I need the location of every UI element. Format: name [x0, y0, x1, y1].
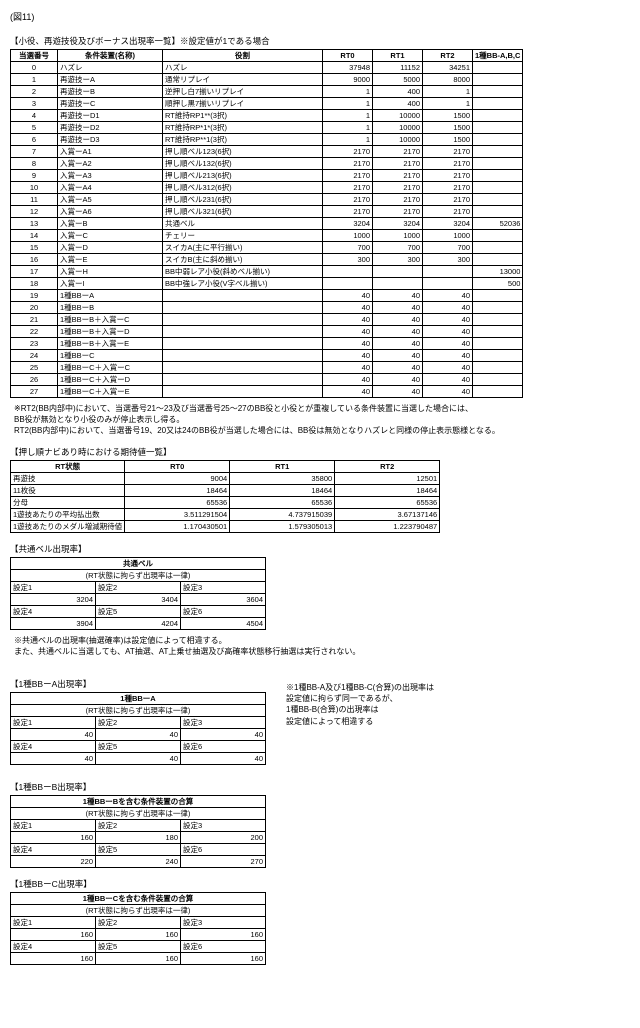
table-row: 271種BBーC＋入賞ーE404040: [11, 386, 523, 398]
bc-table: 1種BBーCを含む条件装置の合算(RT状態に拘らず出現率は一律)設定1設定2設定…: [10, 892, 266, 965]
table-row: 18入賞ーIBB中強レア小役(V字ベル揃い)500: [11, 278, 523, 290]
ev-title: 【押し順ナビあり時における期待値一覧】: [10, 446, 630, 458]
ba-table: 1種BBーA(RT状態に拘らず出現率は一律)設定1設定2設定3404040設定4…: [10, 692, 266, 765]
table-row: 12入賞ーA6押し順ベル321(6択)217021702170: [11, 206, 523, 218]
table-row: 16入賞ーEスイカB(主に斜め揃い)300300300: [11, 254, 523, 266]
table-row: 10入賞ーA4押し順ベル312(6択)217021702170: [11, 182, 523, 194]
table-row: 15入賞ーDスイカA(主に平行揃い)700700700: [11, 242, 523, 254]
table-row: 221種BBーB＋入賞ーD404040: [11, 326, 523, 338]
main-th: 1種BB-A,B,C: [473, 50, 523, 62]
table-row: 7入賞ーA1押し順ベル123(6択)217021702170: [11, 146, 523, 158]
table-row: 11入賞ーA5押し順ベル231(6択)217021702170: [11, 194, 523, 206]
main-th: RT1: [373, 50, 423, 62]
table-row: 8入賞ーA2押し順ベル132(6択)217021702170: [11, 158, 523, 170]
table-row: 201種BBーB404040: [11, 302, 523, 314]
table-row: 6再遊技ーD3RT維持RP**1(3択)1100001500: [11, 134, 523, 146]
table-row: 3再遊技ーC順押し黒7揃いリプレイ14001: [11, 98, 523, 110]
main-th: RT0: [323, 50, 373, 62]
main-title: 【小役、再遊技役及びボーナス出現率一覧】※設定値が1である場合: [10, 35, 630, 47]
table-row: 241種BBーC404040: [11, 350, 523, 362]
table-row: 231種BBーB＋入賞ーE404040: [11, 338, 523, 350]
table-row: 17入賞ーHBB中弱レア小役(斜めベル揃い)13000: [11, 266, 523, 278]
table-row: 9入賞ーA3押し順ベル213(6択)217021702170: [11, 170, 523, 182]
bc-title: 【1種BBーC出現率】: [10, 878, 630, 890]
table-row: 2再遊技ーB逆押し白7揃いリプレイ14001: [11, 86, 523, 98]
table-row: 4再遊技ーD1RT維持RP1**(3択)1100001500: [11, 110, 523, 122]
side-note: ※1種BB-A及び1種BB-C(合算)の出現率は設定値に拘らず同一であるが、1種…: [286, 682, 434, 727]
table-row: 5再遊技ーD2RT維持RP*1*(3択)1100001500: [11, 122, 523, 134]
table-row: 261種BBーC＋入賞ーD404040: [11, 374, 523, 386]
main-table: 当選番号条件装置(名称)役割RT0RT1RT21種BB-A,B,C 0ハズレハズ…: [10, 49, 523, 398]
table-row: 1再遊技ーA通常リプレイ900050008000: [11, 74, 523, 86]
table-row: 14入賞ーCチェリー100010001000: [11, 230, 523, 242]
table-row: 191種BBーA404040: [11, 290, 523, 302]
main-notes: ※RT2(BB内部中)において、当選番号21～23及び当選番号25～27のBB役…: [14, 404, 630, 436]
main-th: 当選番号: [11, 50, 58, 62]
table-row: 13入賞ーB共通ベル32043204320452036: [11, 218, 523, 230]
figure-label: (図11): [10, 10, 630, 23]
main-th: 役割: [163, 50, 323, 62]
bell-notes: ※共通ベルの出現率(抽選確率)は設定値によって相違する。また、共通ベルに当選して…: [14, 636, 630, 658]
bell-table: 共通ベル(RT状態に拘らず出現率は一律)設定1設定2設定332043404360…: [10, 557, 266, 630]
ev-table: RT状態RT0RT1RT2 再遊技9004358001250111枚役18464…: [10, 460, 440, 533]
bb-title: 【1種BBーB出現率】: [10, 781, 630, 793]
ba-title: 【1種BBーA出現率】: [10, 678, 266, 690]
table-row: 211種BBーB＋入賞ーC404040: [11, 314, 523, 326]
bb-table: 1種BBーBを含む条件装置の合算(RT状態に拘らず出現率は一律)設定1設定2設定…: [10, 795, 266, 868]
main-th: 条件装置(名称): [58, 50, 163, 62]
bell-title: 【共通ベル出現率】: [10, 543, 630, 555]
table-row: 251種BBーC＋入賞ーC404040: [11, 362, 523, 374]
table-row: 0ハズレハズレ379481115234251: [11, 62, 523, 74]
main-th: RT2: [423, 50, 473, 62]
